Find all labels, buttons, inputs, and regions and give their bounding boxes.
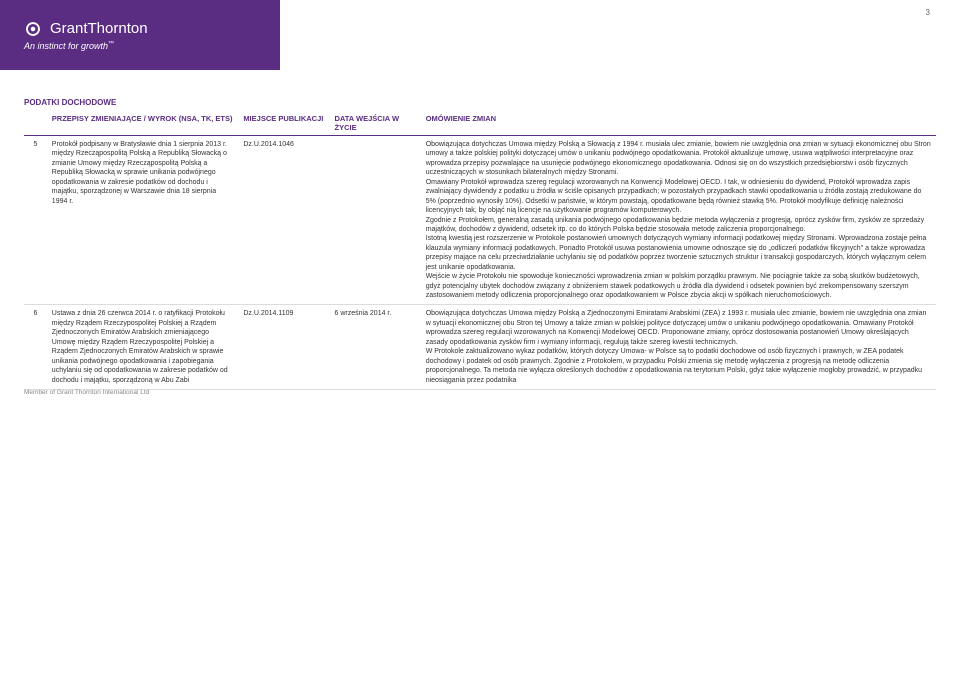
row-data: 6 września 2014 r. bbox=[330, 305, 421, 390]
row-data bbox=[330, 136, 421, 305]
col-header-omowienie: OMÓWIENIE ZMIAN bbox=[421, 111, 936, 136]
row-omowienie: Obowiązująca dotychczas Umowa między Pol… bbox=[421, 136, 936, 305]
col-header-przepisy: PRZEPISY ZMIENIAJĄCE / WYROK (NSA, TK, E… bbox=[47, 111, 239, 136]
table-row: 6Ustawa z dnia 26 czerwca 2014 r. o raty… bbox=[24, 305, 936, 390]
row-przepisy: Ustawa z dnia 26 czerwca 2014 r. o ratyf… bbox=[47, 305, 239, 390]
row-number: 6 bbox=[24, 305, 47, 390]
table-row: 5Protokół podpisany w Bratysławie dnia 1… bbox=[24, 136, 936, 305]
footer-text: Member of Grant Thornton International L… bbox=[24, 389, 149, 396]
row-przepisy: Protokół podpisany w Bratysławie dnia 1 … bbox=[47, 136, 239, 305]
regulations-table: PRZEPISY ZMIENIAJĄCE / WYROK (NSA, TK, E… bbox=[24, 111, 936, 390]
col-header-miejsce: MIEJSCE PUBLIKACJI bbox=[238, 111, 329, 136]
brand-tagline: An instinct for growth™ bbox=[24, 41, 256, 51]
col-header-num bbox=[24, 111, 47, 136]
row-miejsce: Dz.U.2014.1109 bbox=[238, 305, 329, 390]
page-number: 3 bbox=[926, 8, 930, 17]
row-number: 5 bbox=[24, 136, 47, 305]
brand-icon bbox=[24, 20, 42, 38]
brand-header: GrantThornton An instinct for growth™ bbox=[0, 0, 280, 70]
col-header-data: DATA WEJŚCIA W ŻYCIE bbox=[330, 111, 421, 136]
section-title: PODATKI DOCHODOWE bbox=[24, 98, 936, 107]
row-miejsce: Dz.U.2014.1046 bbox=[238, 136, 329, 305]
row-omowienie: Obowiązująca dotychczas Umowa między Pol… bbox=[421, 305, 936, 390]
brand-name: GrantThornton bbox=[50, 20, 148, 37]
